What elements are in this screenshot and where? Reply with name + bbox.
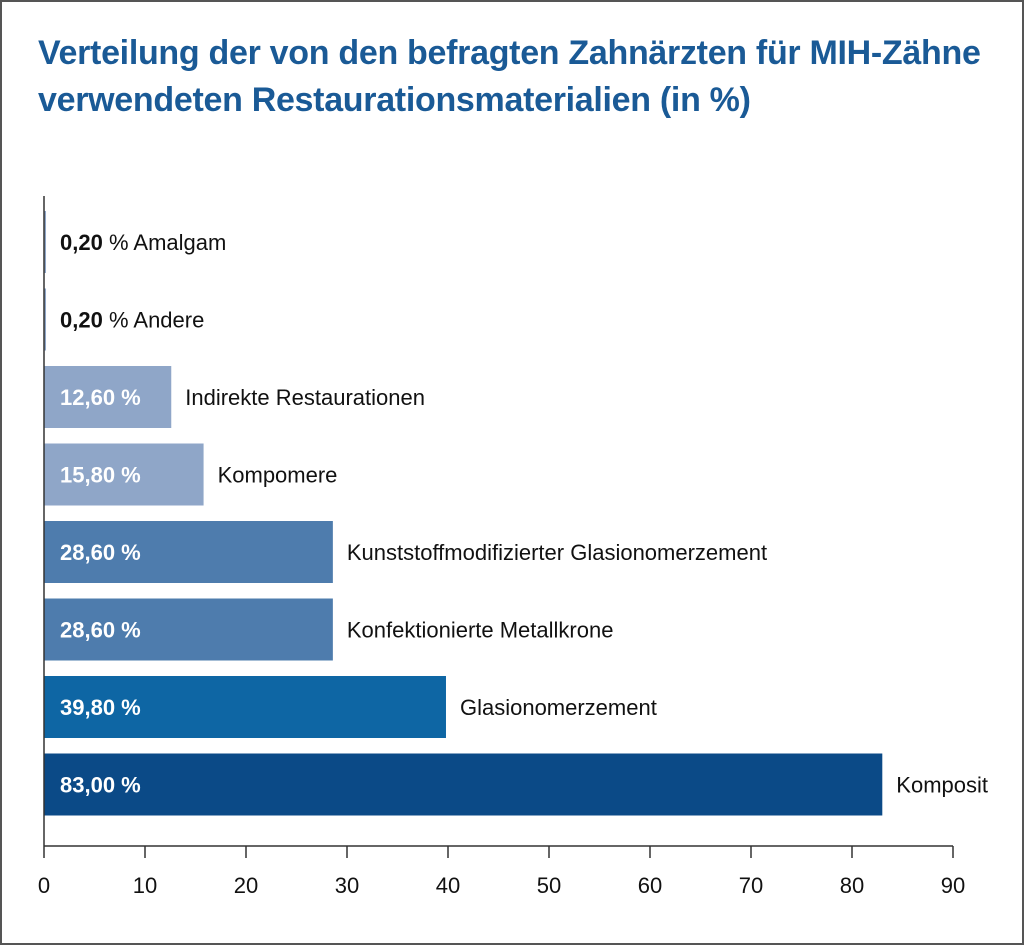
x-tick-label: 10 [133,873,157,898]
bar-category-label: Konfektionierte Metallkrone [347,618,614,643]
x-tick-label: 90 [941,873,965,898]
x-tick-label: 20 [234,873,258,898]
bar-value-label: 28,60 % [60,618,141,643]
bar-kunststoffmodifizierter-glasionomerzement [44,521,333,583]
bar-komposit [44,753,883,816]
bar-category-label: Kunststoffmodifizierter Glasionomerzemen… [347,540,767,565]
x-tick-label: 50 [537,873,561,898]
bar-category-label: 0,20 % Andere [60,308,204,333]
x-tick-label: 70 [739,873,763,898]
bar-category-label: Kompomere [218,463,338,488]
bar-andere [44,288,47,351]
bar-category-label: Indirekte Restaurationen [185,385,425,410]
axes: 0 10 20 30 40 50 60 70 80 90 [38,196,965,898]
bar-value-label: 15,80 % [60,463,141,488]
chart-title: Verteilung der von den befragten Zahnärz… [38,34,981,119]
x-tick-label: 60 [638,873,662,898]
bar-konfektionierte-metallkrone [44,598,333,661]
bar-indirekte-restaurationen [44,366,172,428]
bar-kompomere [44,443,204,506]
bar-group: 0,20 % Amalgam 0,20 % Andere 12,60 % Indire… [44,211,988,816]
bar-category-label: Komposit [896,773,988,798]
x-tick-label: 0 [38,873,50,898]
bar-value-label: 39,80 % [60,695,141,720]
bar-category-label: 0,20 % Amalgam [60,230,226,255]
bar-value-label: 12,60 % [60,385,141,410]
bar-value-label: 83,00 % [60,773,141,798]
bar-value-label: 28,60 % [60,540,141,565]
x-tick-label: 30 [335,873,359,898]
bar-glasionomerzement [44,676,446,738]
bar-category-label: Glasionomerzement [460,695,657,720]
x-tick-label: 40 [436,873,460,898]
x-tick-label: 80 [840,873,864,898]
bar-amalgam [44,211,47,273]
